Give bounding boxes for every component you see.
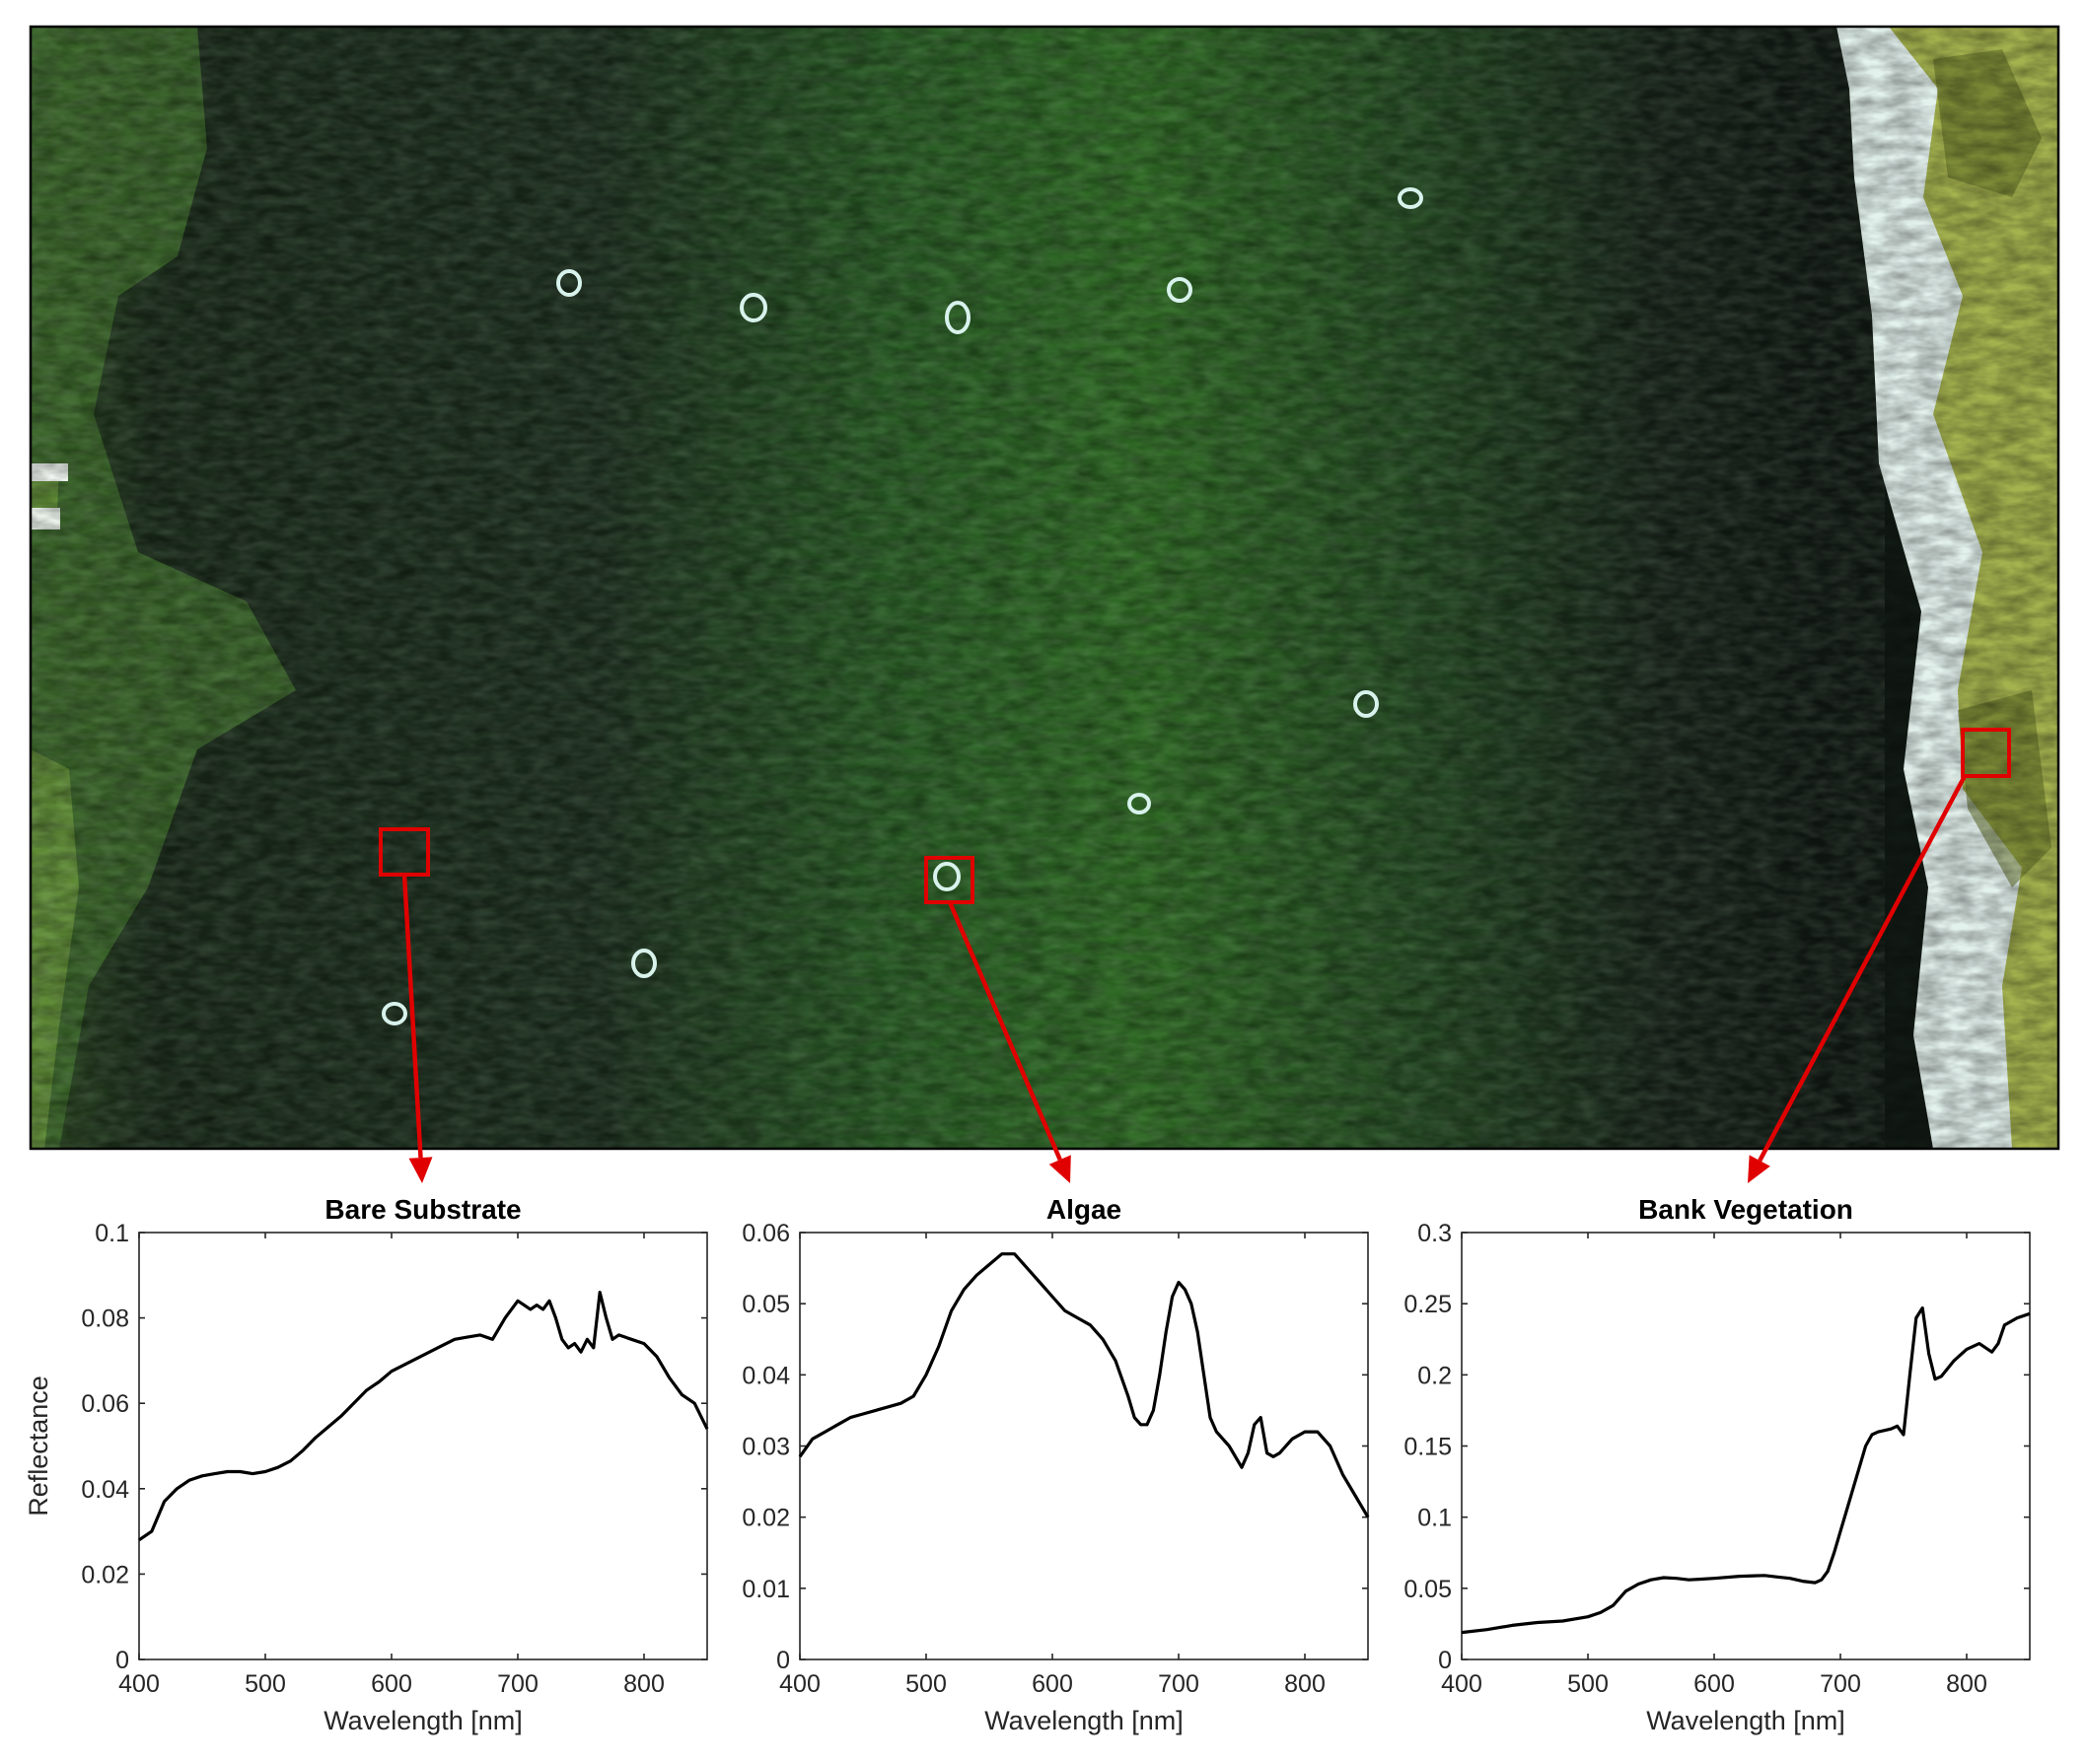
spectrum-line xyxy=(138,1291,709,1542)
x-axis-label: Wavelength [nm] xyxy=(984,1706,1184,1735)
y-tick-label: 0.02 xyxy=(81,1561,129,1588)
spectrum-line xyxy=(1461,1305,2031,1635)
y-tick-label: 0.15 xyxy=(1403,1434,1452,1461)
x-tick-label: 700 xyxy=(1158,1670,1199,1698)
arrow-head-algae xyxy=(1048,1155,1071,1183)
x-tick-label: 800 xyxy=(623,1670,665,1698)
y-tick-label: 0.2 xyxy=(1417,1362,1452,1389)
chart-bare-substrate: Bare Substrate 400 500 600 700 800 0 0.02 0.04 0.… xyxy=(24,1194,709,1735)
y-tick-label: 0 xyxy=(115,1647,129,1674)
chart-bank-vegetation: Bank Vegetation 400 500 600 700 800 0 0.05 0.1 0.… xyxy=(1403,1194,2031,1735)
x-tick-label: 800 xyxy=(1946,1670,1987,1698)
y-tick-label: 0.1 xyxy=(1417,1505,1452,1532)
y-tick-label: 0.04 xyxy=(81,1476,129,1504)
y-tick-label: 0.3 xyxy=(1417,1220,1452,1247)
image-frame xyxy=(29,25,2060,1151)
x-axis-label: Wavelength [nm] xyxy=(324,1706,523,1735)
marker-box-bank-vegetation xyxy=(1961,728,2011,778)
chart-title: Algae xyxy=(1046,1194,1121,1225)
ring-target xyxy=(382,1002,407,1025)
x-tick-label: 400 xyxy=(1441,1670,1482,1698)
ring-target xyxy=(556,269,582,297)
marker-box-algae xyxy=(924,856,974,904)
y-tick-label: 0.03 xyxy=(742,1434,790,1461)
y-tick-label: 0.05 xyxy=(742,1291,790,1318)
y-tick-label: 0.25 xyxy=(1403,1291,1452,1318)
y-tick-label: 0.04 xyxy=(742,1362,790,1389)
x-tick-label: 500 xyxy=(1567,1670,1609,1698)
x-axis-label: Wavelength [nm] xyxy=(1646,1706,1845,1735)
chart-title: Bare Substrate xyxy=(324,1194,521,1225)
ground-targets xyxy=(382,187,1423,1025)
chart-title: Bank Vegetation xyxy=(1638,1194,1853,1225)
x-tick-label: 500 xyxy=(905,1670,947,1698)
water-glint-texture xyxy=(31,27,1885,1149)
ring-target xyxy=(1127,793,1151,814)
plot-area xyxy=(799,1232,1369,1660)
arrow-head-bank-vegetation xyxy=(1748,1155,1770,1183)
ring-target xyxy=(945,301,971,334)
ring-target xyxy=(740,293,767,322)
spectrum-line xyxy=(798,1252,1370,1518)
ring-target xyxy=(1167,277,1192,303)
plot-area xyxy=(138,1232,708,1660)
y-tick-label: 0.1 xyxy=(95,1220,129,1247)
aerial-river-image xyxy=(31,27,2058,1149)
arrow-line-bank-vegetation xyxy=(1758,774,1967,1163)
x-tick-label: 700 xyxy=(1820,1670,1861,1698)
y-tick-label: 0.08 xyxy=(81,1305,129,1333)
x-tick-label: 400 xyxy=(118,1670,160,1698)
plot-area xyxy=(1461,1232,2031,1660)
y-tick-label: 0.05 xyxy=(1403,1576,1452,1603)
x-tick-label: 500 xyxy=(245,1670,286,1698)
y-tick-label: 0 xyxy=(1438,1647,1452,1674)
ring-target xyxy=(933,862,961,891)
ring-target xyxy=(631,949,657,978)
x-tick-label: 700 xyxy=(497,1670,539,1698)
ring-target xyxy=(1398,187,1423,209)
y-tick-label: 0 xyxy=(776,1647,790,1674)
y-axis-label: Reflectance xyxy=(24,1376,53,1517)
y-tick-label: 0.06 xyxy=(742,1220,790,1247)
spectra-charts: Bare Substrate 400 500 600 700 800 0 0.02 0.04 0.… xyxy=(24,1194,2031,1735)
arrow-line-bare-substrate xyxy=(401,874,423,1159)
x-tick-label: 800 xyxy=(1284,1670,1326,1698)
x-tick-label: 600 xyxy=(371,1670,412,1698)
x-tick-label: 400 xyxy=(779,1670,821,1698)
arrow-line-algae xyxy=(947,901,1062,1161)
chart-algae: Algae 400 500 600 700 800 0 0.01 0.02 0.03 0.04 0.0… xyxy=(742,1194,1370,1735)
sample-markers xyxy=(379,728,2011,1183)
y-tick-label: 0.01 xyxy=(742,1576,790,1603)
y-tick-label: 0.02 xyxy=(742,1505,790,1532)
x-tick-label: 600 xyxy=(1032,1670,1073,1698)
y-tick-label: 0.06 xyxy=(81,1390,129,1418)
arrow-head-bare-substrate xyxy=(408,1157,433,1183)
ring-target xyxy=(1353,690,1379,718)
x-tick-label: 600 xyxy=(1693,1670,1735,1698)
